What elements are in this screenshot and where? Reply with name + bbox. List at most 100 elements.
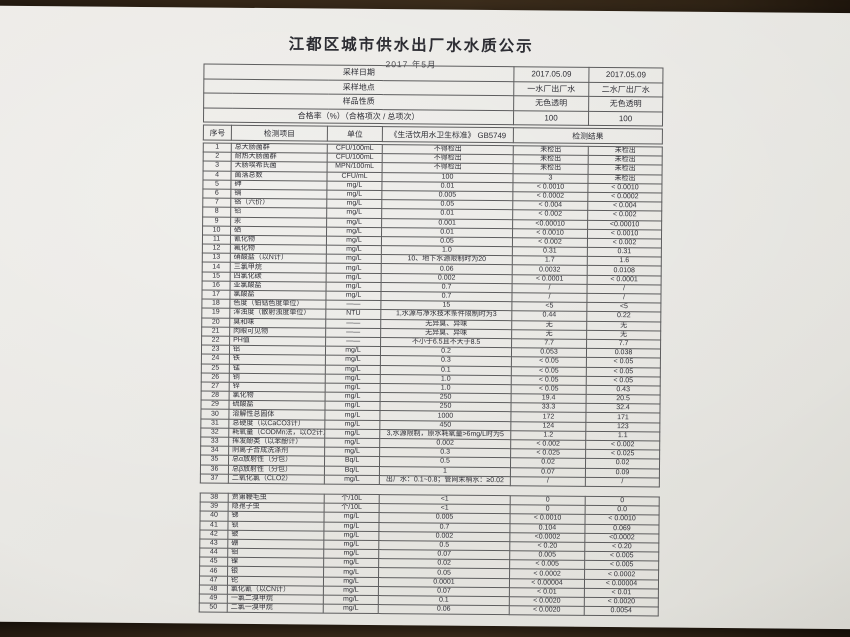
sample-nature-plant1: 无色透明 (513, 95, 589, 111)
cell-unit: —— (325, 327, 381, 338)
cell-no: 50 (199, 603, 228, 613)
cell-item: 总大肠菌群 (231, 143, 328, 154)
cell-no: 4 (202, 170, 232, 180)
results-table-appendix: 38 贾第鞭毛虫 个/10L <1 0 0 39 隐孢子虫 个/10L <1 0 0.0 40 锑 mg/L… (198, 492, 660, 617)
cell-item: 大肠埃希氏菌 (231, 161, 328, 172)
cell-unit: mg/L (324, 410, 380, 421)
cell-item: 总β放射性（分包） (228, 464, 325, 475)
column-header-unit: 单位 (327, 126, 383, 142)
cell-item: 氟化物 (230, 244, 327, 255)
cell-no: 7 (202, 198, 231, 208)
cell-no: 44 (199, 548, 228, 558)
cell-item: 三氯甲烷 (230, 262, 327, 273)
column-header-no: 序号 (203, 125, 232, 141)
cell-unit: mg/L (326, 281, 382, 292)
results-table-main: 1 总大肠菌群 CFU/100mL 不得检出 未检出 未检出 2 耐热大肠菌群 CFU/100m… (199, 142, 663, 488)
column-header-standard: 《生活饮用水卫生标准》 GB5749 (382, 126, 514, 143)
cell-no: 17 (201, 289, 231, 300)
cell-unit: mg/L (326, 190, 382, 200)
cell-unit: CFU/100mL (327, 153, 383, 163)
cell-unit: MPN/100mL (327, 162, 383, 173)
cell-unit: CFU/100mL (327, 144, 383, 154)
cell-no: 6 (202, 188, 231, 199)
cell-unit: 个/10L (324, 503, 380, 513)
cell-no: 49 (199, 593, 228, 604)
cell-unit: mg/L (325, 382, 381, 393)
cell-no: 22 (201, 335, 230, 346)
cell-unit: —— (325, 300, 381, 310)
cell-item: 耗氧量（CODMn法，以O2计） (228, 428, 325, 439)
cell-unit: —— (325, 318, 381, 329)
cell-no: 19 (201, 308, 230, 318)
cell-item: 浑浊度（散射浊度单位） (229, 308, 326, 319)
cell-no: 18 (201, 299, 230, 309)
cell-unit: mg/L (324, 401, 381, 411)
cell-standard: 0.06 (378, 604, 510, 616)
table-row: 序号 检测项目 单位 《生活饮用水卫生标准》 GB5749 检测结果 (203, 125, 663, 145)
cell-unit: mg/L (324, 512, 380, 523)
cell-standard: 1,水源与净水技术条件限制时为3 (380, 309, 512, 321)
sample-date-plant1: 2017.05.09 (513, 66, 589, 82)
cell-item: 耐热大肠菌群 (231, 152, 328, 163)
cell-result-plant1: < 0.0020 (509, 605, 585, 616)
cell-unit: mg/L (325, 373, 381, 384)
cell-no: 41 (199, 520, 229, 530)
cell-no: 5 (202, 179, 231, 190)
cell-unit: Bq/L (324, 456, 380, 467)
paper-sheet: 江都区城市供水出厂水水质公示 2017 年5月 采样日期 2017.05.09 … (0, 5, 850, 630)
cell-no: 29 (200, 400, 230, 410)
cell-unit: mg/L (325, 291, 382, 301)
cell-item: 贾第鞭毛虫 (228, 493, 325, 504)
cell-item: 总硬度（以CaCO3计） (228, 418, 325, 429)
column-header-item: 检测项目 (231, 125, 328, 142)
cell-item: 溶解性总固体 (228, 409, 325, 420)
cell-item: 挥发酚类（以苯酚计） (228, 437, 325, 448)
cell-no: 26 (201, 372, 230, 383)
cell-item: 二氧化氯（CLO2） (228, 473, 325, 485)
cell-unit: mg/L (323, 558, 379, 568)
cell-no: 9 (202, 216, 231, 226)
cell-no: 10 (202, 225, 231, 236)
cell-unit: mg/L (326, 254, 382, 264)
cell-unit: mg/L (325, 355, 381, 366)
cell-unit: mg/L (326, 235, 382, 246)
cell-item: 亚氯酸盐 (230, 281, 327, 292)
cell-unit: mg/L (326, 199, 382, 209)
cell-unit: mg/L (323, 530, 379, 541)
sample-info-table: 采样日期 2017.05.09 2017.05.09 采样地点 一水厂出厂水 二… (202, 63, 664, 127)
cell-unit: mg/L (323, 604, 379, 614)
cell-unit: mg/L (323, 595, 379, 605)
cell-item: 臭和味 (229, 317, 326, 328)
cell-no: 2 (203, 152, 232, 162)
cell-item: 总α放射性（分包） (228, 455, 325, 466)
cell-no: 48 (199, 584, 228, 595)
cell-unit: mg/L (326, 180, 382, 191)
cell-item: 隐孢子虫 (228, 502, 325, 513)
cell-item: 氯酸盐 (229, 290, 327, 301)
cell-item: 色度（铂钴色度单位） (229, 299, 326, 310)
cell-item: 氰化物 (230, 235, 327, 246)
sample-location-plant1: 一水厂出厂水 (513, 81, 589, 97)
cell-no: 33 (200, 436, 229, 447)
water-quality-table: 采样日期 2017.05.09 2017.05.09 采样地点 一水厂出厂水 二… (198, 63, 665, 617)
cell-no: 27 (201, 381, 230, 392)
cell-unit: mg/L (324, 447, 380, 457)
cell-unit: mg/L (326, 217, 382, 228)
column-header-result: 检测结果 (513, 127, 663, 145)
cell-item: 硝酸盐（以N计） (230, 253, 327, 264)
pass-rate-plant1: 100 (513, 110, 589, 126)
cell-unit: mg/L (326, 226, 382, 237)
cell-item: 菌落总数 (230, 170, 328, 181)
cell-no: 11 (202, 234, 231, 245)
cell-no: 13 (202, 253, 231, 263)
cell-item: 一氯二溴甲烷 (227, 594, 324, 605)
cell-no: 24 (201, 354, 230, 364)
cell-result-plant1: / (510, 476, 586, 487)
cell-unit: mg/L (324, 428, 380, 439)
cell-item: 氯化氰（以CN计） (227, 585, 324, 596)
cell-item: 二氯一溴甲烷 (227, 603, 324, 614)
cell-no: 37 (200, 473, 229, 484)
sample-date-plant2: 2017.05.09 (588, 67, 663, 83)
cell-unit: mg/L (323, 521, 380, 532)
